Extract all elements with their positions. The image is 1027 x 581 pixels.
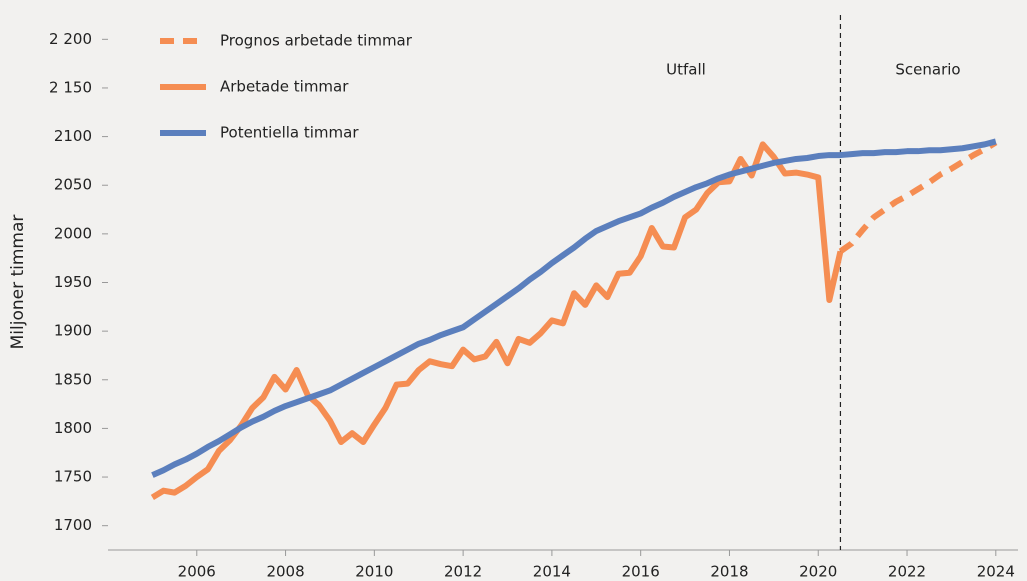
legend-label: Arbetade timmar [220,78,349,96]
y-tick-label: 2 200 [49,30,92,48]
legend-label: Potentiella timmar [220,124,359,142]
annotation: Utfall [666,61,706,79]
x-tick-label: 2020 [799,563,837,581]
line-series [838,139,998,254]
line-series [150,141,844,501]
x-tick-label: 2008 [266,563,304,581]
y-tick-label: 2000 [54,224,92,242]
legend-label: Prognos arbetade timmar [220,32,413,50]
annotation: Scenario [895,61,960,79]
x-tick-label: 2024 [977,563,1015,581]
y-axis-label: Miljoner timmar [8,215,28,350]
x-tick-label: 2010 [355,563,393,581]
y-tick-label: 1850 [54,370,92,388]
y-tick-label: 2100 [54,127,92,145]
y-tick-label: 2 150 [49,78,92,96]
x-tick-label: 2018 [710,563,748,581]
line-series [151,138,997,478]
x-tick-label: 2014 [533,563,571,581]
y-tick-label: 1700 [54,516,92,534]
x-tick-label: 2006 [178,563,216,581]
y-tick-label: 1950 [54,273,92,291]
x-tick-label: 2016 [622,563,660,581]
y-tick-label: 1750 [54,468,92,486]
x-tick-label: 2012 [444,563,482,581]
y-tick-label: 1800 [54,419,92,437]
y-tick-label: 2050 [54,176,92,194]
y-tick-label: 1900 [54,322,92,340]
x-tick-label: 2022 [888,563,926,581]
